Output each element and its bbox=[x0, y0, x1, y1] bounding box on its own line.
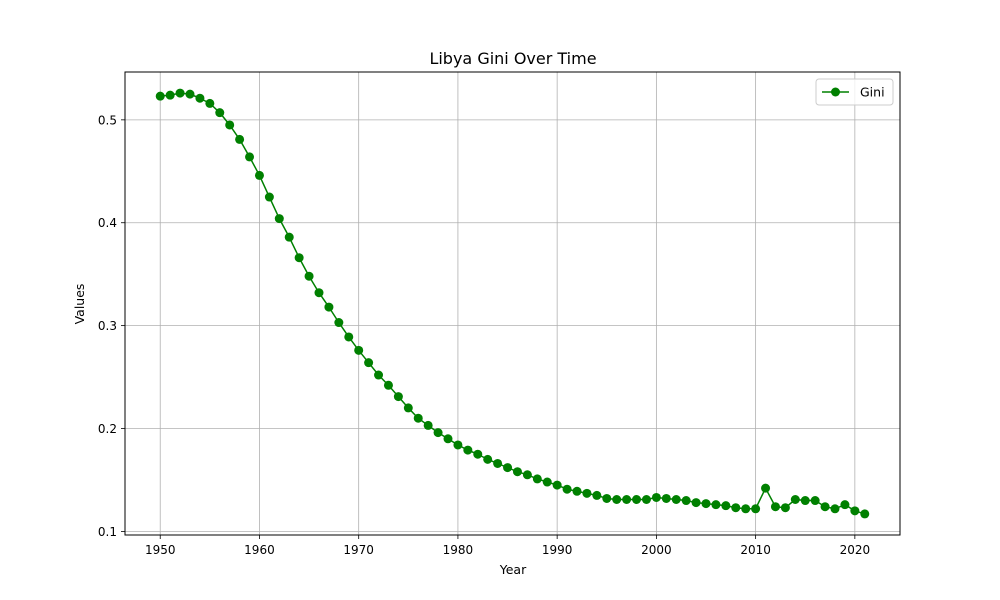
x-axis-ticks: 1950 1960 1970 1980 1990 2000 2010 2020 bbox=[145, 535, 870, 557]
x-tick-label: 2020 bbox=[840, 543, 871, 557]
data-point bbox=[641, 495, 651, 505]
data-point bbox=[413, 413, 423, 423]
data-point bbox=[473, 449, 483, 459]
data-point bbox=[493, 458, 503, 468]
legend-box bbox=[815, 78, 894, 106]
data-point bbox=[225, 120, 235, 130]
y-axis-ticks: 0.1 0.2 0.3 0.4 0.5 bbox=[98, 113, 125, 539]
data-point bbox=[453, 440, 463, 450]
y-axis-label: Values bbox=[72, 284, 87, 325]
data-point bbox=[314, 288, 324, 298]
data-point bbox=[264, 192, 274, 202]
x-tick-label: 2010 bbox=[740, 543, 771, 557]
data-point bbox=[374, 370, 384, 380]
data-point bbox=[344, 332, 354, 342]
data-point bbox=[284, 232, 294, 242]
data-point bbox=[403, 403, 413, 413]
data-point bbox=[205, 98, 215, 108]
y-tick-label: 0.2 bbox=[98, 422, 117, 436]
legend-label-gini: Gini bbox=[860, 85, 885, 100]
data-point bbox=[503, 463, 513, 473]
data-point bbox=[602, 493, 612, 503]
data-point bbox=[681, 496, 691, 506]
data-point bbox=[770, 502, 780, 512]
data-point bbox=[324, 302, 334, 312]
chart-title: Libya Gini Over Time bbox=[429, 49, 596, 68]
data-point bbox=[790, 495, 800, 505]
data-point bbox=[721, 501, 731, 511]
y-tick-label: 0.1 bbox=[98, 525, 117, 539]
x-tick-label: 2000 bbox=[641, 543, 672, 557]
data-point bbox=[522, 470, 532, 480]
data-point bbox=[542, 477, 552, 487]
data-point bbox=[572, 486, 582, 496]
x-tick-label: 1980 bbox=[443, 543, 474, 557]
data-point bbox=[671, 495, 681, 505]
series-layer bbox=[155, 88, 870, 519]
data-point bbox=[254, 170, 264, 180]
y-tick-label: 0.5 bbox=[98, 113, 117, 127]
data-point bbox=[245, 152, 255, 162]
data-point bbox=[463, 445, 473, 455]
data-point bbox=[622, 495, 632, 505]
x-tick-label: 1950 bbox=[145, 543, 176, 557]
data-point bbox=[632, 495, 642, 505]
grid-lines bbox=[125, 72, 900, 535]
x-axis-label: Year bbox=[499, 562, 527, 577]
data-point bbox=[612, 495, 622, 505]
data-point bbox=[800, 496, 810, 506]
x-tick-label: 1970 bbox=[343, 543, 374, 557]
data-point bbox=[651, 492, 661, 502]
data-point bbox=[334, 318, 344, 328]
data-point bbox=[175, 88, 185, 98]
data-point bbox=[741, 504, 751, 514]
data-point bbox=[552, 480, 562, 490]
data-point bbox=[751, 504, 761, 514]
plot-area-frame bbox=[124, 71, 901, 536]
data-point bbox=[850, 506, 860, 516]
data-point bbox=[364, 358, 374, 368]
legend: Gini bbox=[815, 78, 894, 106]
data-point bbox=[711, 500, 721, 510]
data-point bbox=[731, 503, 741, 513]
data-point bbox=[383, 380, 393, 390]
data-point bbox=[443, 434, 453, 444]
data-point bbox=[483, 454, 493, 464]
data-point bbox=[155, 91, 165, 101]
data-point bbox=[215, 108, 225, 118]
data-point bbox=[354, 345, 364, 355]
data-point bbox=[840, 500, 850, 510]
x-tick-label: 1990 bbox=[542, 543, 573, 557]
data-point bbox=[562, 484, 572, 494]
data-point bbox=[820, 502, 830, 512]
data-point bbox=[780, 503, 790, 513]
data-point bbox=[830, 504, 840, 514]
data-point bbox=[195, 93, 205, 103]
data-point bbox=[274, 214, 284, 224]
data-point bbox=[423, 420, 433, 430]
data-point bbox=[810, 496, 820, 506]
data-point bbox=[532, 474, 542, 484]
y-tick-label: 0.3 bbox=[98, 319, 117, 333]
data-point bbox=[393, 392, 403, 402]
data-point bbox=[433, 428, 443, 438]
data-point bbox=[661, 493, 671, 503]
data-point bbox=[165, 90, 175, 100]
y-tick-label: 0.4 bbox=[98, 216, 117, 230]
data-point bbox=[761, 483, 771, 493]
data-point bbox=[691, 498, 701, 508]
data-point bbox=[512, 467, 522, 477]
data-point bbox=[304, 271, 314, 281]
legend-marker-swatch bbox=[831, 87, 840, 97]
data-point bbox=[582, 488, 592, 498]
data-point bbox=[294, 253, 304, 263]
data-point bbox=[185, 89, 195, 99]
x-tick-label: 1960 bbox=[244, 543, 275, 557]
data-point bbox=[592, 490, 602, 500]
data-point bbox=[701, 499, 711, 509]
data-point bbox=[235, 134, 245, 144]
data-point bbox=[860, 509, 870, 519]
